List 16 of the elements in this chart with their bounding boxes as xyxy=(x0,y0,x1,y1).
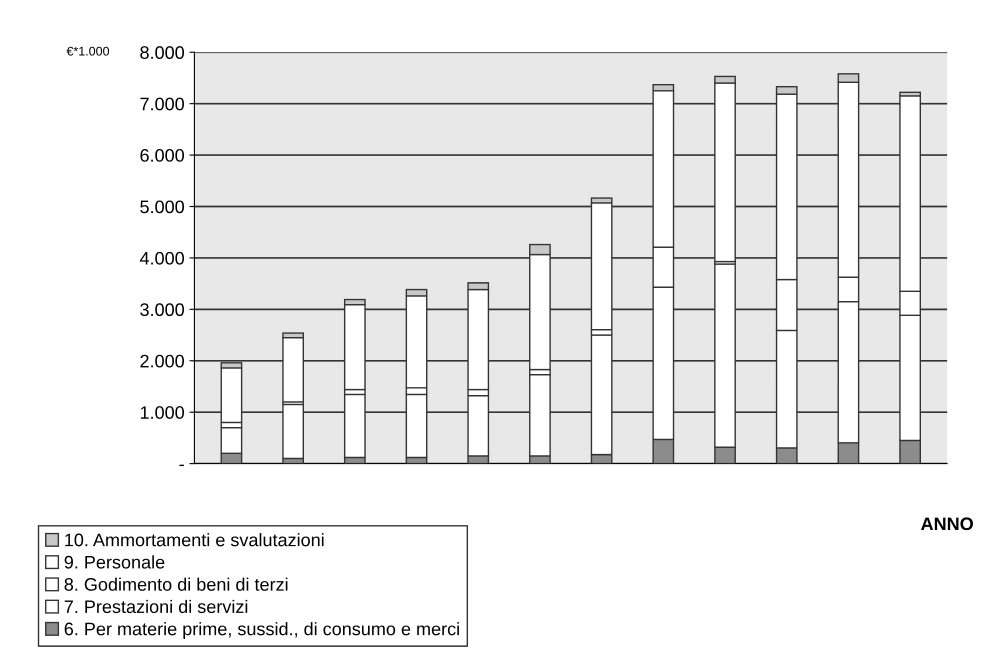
y-tick-label: 6.000 xyxy=(140,149,184,162)
x-axis-title: ANNO xyxy=(921,517,973,530)
legend-label: 9. Personale xyxy=(64,555,164,569)
y-axis-title: €*1.000 xyxy=(66,46,110,56)
y-tick-label: 2.000 xyxy=(140,354,184,368)
y-tick-label: 8.000 xyxy=(140,46,184,59)
y-tick-label: 5.000 xyxy=(140,200,184,214)
legend-label: 7. Prestazioni di servizi xyxy=(64,600,248,614)
y-tick-label: 7.000 xyxy=(140,98,184,110)
y-tick-label: 4.000 xyxy=(140,252,184,265)
y-tick-label: 1.000 xyxy=(140,406,184,419)
y-tick-label: 3.000 xyxy=(140,303,184,316)
legend-label: 10. Ammortamenti e svalutazioni xyxy=(65,533,324,546)
y-tick-label: - xyxy=(179,464,184,466)
legend-label: 6. Per materie prime, sussid., di consumo e merci xyxy=(64,622,459,639)
legend-label: 8. Godimento di beni di terzi xyxy=(64,578,288,591)
